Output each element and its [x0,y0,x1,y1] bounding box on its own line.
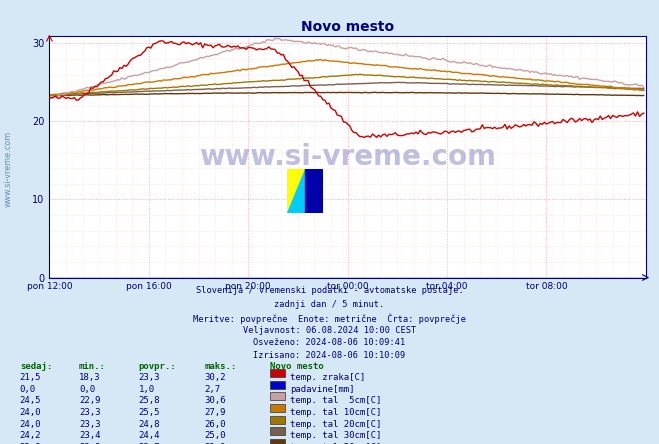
Text: padavine[mm]: padavine[mm] [290,385,355,394]
Text: 23,3: 23,3 [79,408,101,417]
Text: temp. tal  5cm[C]: temp. tal 5cm[C] [290,396,382,405]
Text: 25,5: 25,5 [138,408,160,417]
Text: 23,3: 23,3 [79,443,101,444]
Text: 18,3: 18,3 [79,373,101,382]
Text: 25,0: 25,0 [204,431,226,440]
Text: temp. tal 10cm[C]: temp. tal 10cm[C] [290,408,382,417]
Text: min.:: min.: [79,362,106,371]
Text: 0,0: 0,0 [79,385,95,394]
Text: 27,9: 27,9 [204,408,226,417]
Text: 0,0: 0,0 [20,385,36,394]
Text: 23,8: 23,8 [20,443,42,444]
Text: 2,7: 2,7 [204,385,220,394]
Title: Novo mesto: Novo mesto [301,20,394,34]
Text: zadnji dan / 5 minut.: zadnji dan / 5 minut. [274,300,385,309]
Text: temp. tal 30cm[C]: temp. tal 30cm[C] [290,431,382,440]
Text: 21,5: 21,5 [20,373,42,382]
Text: 24,8: 24,8 [138,420,160,428]
Text: 24,0: 24,0 [20,420,42,428]
Polygon shape [304,169,323,213]
Text: 1,0: 1,0 [138,385,154,394]
Text: sedaj:: sedaj: [20,362,52,371]
Text: 30,2: 30,2 [204,373,226,382]
Text: 23,7: 23,7 [138,443,160,444]
Text: maks.:: maks.: [204,362,237,371]
Text: Meritve: povprečne  Enote: metrične  Črta: povprečje: Meritve: povprečne Enote: metrične Črta:… [193,313,466,324]
Text: Izrisano: 2024-08-06 10:10:09: Izrisano: 2024-08-06 10:10:09 [253,351,406,360]
Polygon shape [287,169,304,213]
Text: Osveženo: 2024-08-06 10:09:41: Osveženo: 2024-08-06 10:09:41 [253,338,406,347]
Text: 24,5: 24,5 [20,396,42,405]
Text: 23,9: 23,9 [204,443,226,444]
Polygon shape [287,169,304,213]
Text: www.si-vreme.com: www.si-vreme.com [3,131,13,207]
Text: Veljavnost: 06.08.2024 10:00 CEST: Veljavnost: 06.08.2024 10:00 CEST [243,326,416,335]
Text: 22,9: 22,9 [79,396,101,405]
Text: 30,6: 30,6 [204,396,226,405]
Text: 26,0: 26,0 [204,420,226,428]
Text: 23,3: 23,3 [138,373,160,382]
Text: Novo mesto: Novo mesto [270,362,324,371]
Text: temp. zraka[C]: temp. zraka[C] [290,373,365,382]
Text: Slovenija / vremenski podatki - avtomatske postaje.: Slovenija / vremenski podatki - avtomats… [196,286,463,295]
Text: 23,4: 23,4 [79,431,101,440]
Text: 23,3: 23,3 [79,420,101,428]
Text: 25,8: 25,8 [138,396,160,405]
Text: povpr.:: povpr.: [138,362,176,371]
Text: 24,2: 24,2 [20,431,42,440]
Text: www.si-vreme.com: www.si-vreme.com [199,143,496,170]
Text: 24,4: 24,4 [138,431,160,440]
Text: 24,0: 24,0 [20,408,42,417]
Text: temp. tal 20cm[C]: temp. tal 20cm[C] [290,420,382,428]
Text: temp. tal 50cm[C]: temp. tal 50cm[C] [290,443,382,444]
